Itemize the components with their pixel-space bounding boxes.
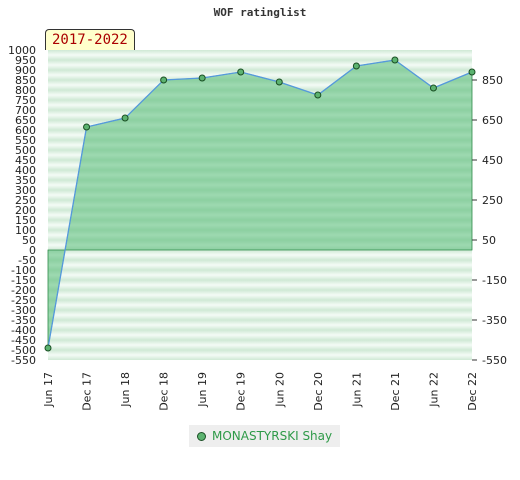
y-tick-label-left: -350	[11, 314, 36, 327]
data-point	[44, 344, 52, 352]
legend-label: MONASTYRSKI Shay	[212, 429, 333, 443]
x-tick-label: Jun 18	[119, 372, 132, 408]
y-tick-label-left: 300	[15, 184, 36, 197]
background-band	[48, 260, 472, 270]
y-tick-label-left: 450	[15, 154, 36, 167]
x-tick-label: Jun 19	[196, 372, 209, 408]
y-tick-label-left: 350	[15, 174, 36, 187]
data-point	[429, 84, 437, 92]
data-point	[468, 68, 476, 76]
y-tick-label-left: 550	[15, 134, 36, 147]
background-band	[48, 280, 472, 290]
y-tick-label-left: -150	[11, 274, 36, 287]
y-tick-label-left: 800	[15, 84, 36, 97]
data-point	[198, 74, 206, 82]
background-band	[48, 310, 472, 320]
y-tick-label-left: 400	[15, 164, 36, 177]
y-tick-label-left: -100	[11, 264, 36, 277]
y-tick-label-right: 450	[482, 154, 503, 167]
data-point	[314, 91, 322, 99]
y-tick-label-left: 50	[22, 234, 36, 247]
data-point	[237, 68, 245, 76]
x-tick-label: Jun 17	[42, 372, 55, 408]
y-tick-label-left: 250	[15, 194, 36, 207]
y-tick-label-left: 600	[15, 124, 36, 137]
x-tick-label: Jun 22	[427, 372, 440, 408]
y-tick-label-left: 900	[15, 64, 36, 77]
x-tick-label: Dec 17	[81, 372, 94, 411]
y-tick-label-left: 100	[15, 224, 36, 237]
background-band	[48, 70, 472, 80]
y-tick-label-left: -200	[11, 284, 36, 297]
y-tick-label-right: -150	[482, 274, 507, 287]
data-point	[83, 123, 91, 131]
background-band	[48, 50, 472, 60]
background-band	[48, 60, 472, 70]
x-tick-label: Dec 19	[235, 372, 248, 411]
y-tick-label-right: 850	[482, 74, 503, 87]
y-tick-label-left: 150	[15, 214, 36, 227]
y-tick-label-left: -300	[11, 304, 36, 317]
y-tick-label-left: 1000	[8, 44, 36, 57]
series-line	[47, 59, 473, 349]
background-band	[48, 290, 472, 300]
y-tick-label-right: 250	[482, 194, 503, 207]
background-band	[48, 250, 472, 260]
legend[interactable]: MONASTYRSKI Shay	[189, 425, 341, 447]
background-band	[48, 320, 472, 330]
y-tick-label-left: -50	[18, 254, 36, 267]
y-tick-label-left: 750	[15, 94, 36, 107]
data-point	[391, 56, 399, 64]
y-tick-label-right: -350	[482, 314, 507, 327]
y-tick-label-left: 700	[15, 104, 36, 117]
x-tick-label: Dec 21	[389, 372, 402, 411]
chart-title: WOF ratinglist	[213, 6, 307, 19]
data-point	[275, 78, 283, 86]
y-tick-label-left: -450	[11, 334, 36, 347]
data-point	[121, 114, 129, 122]
x-tick-label: Dec 18	[158, 372, 171, 411]
background-band	[48, 270, 472, 280]
y-tick-label-right: 650	[482, 114, 503, 127]
x-tick-label: Dec 22	[466, 372, 479, 411]
y-tick-label-right: 50	[482, 234, 496, 247]
y-tick-label-left: 0	[29, 244, 36, 257]
y-tick-label-left: -500	[11, 344, 36, 357]
y-tick-label-left: -550	[11, 354, 36, 367]
data-point	[352, 62, 360, 70]
data-point	[160, 76, 168, 84]
y-tick-label-right: -550	[482, 354, 507, 367]
x-tick-label: Jun 20	[273, 372, 286, 408]
y-tick-label-left: 850	[15, 74, 36, 87]
period-badge: 2017-2022	[45, 29, 135, 50]
background-band	[48, 340, 472, 350]
y-tick-label-left: -250	[11, 294, 36, 307]
y-tick-label-left: 650	[15, 114, 36, 127]
y-tick-label-left: 500	[15, 144, 36, 157]
x-tick-label: Jun 21	[350, 372, 363, 408]
legend-marker	[197, 431, 206, 441]
background-band	[48, 300, 472, 310]
background-band	[48, 350, 472, 360]
y-tick-label-left: 950	[15, 54, 36, 67]
x-tick-label: Dec 20	[312, 372, 325, 411]
y-tick-label-left: -400	[11, 324, 36, 337]
background-band	[48, 330, 472, 340]
y-tick-label-left: 200	[15, 204, 36, 217]
